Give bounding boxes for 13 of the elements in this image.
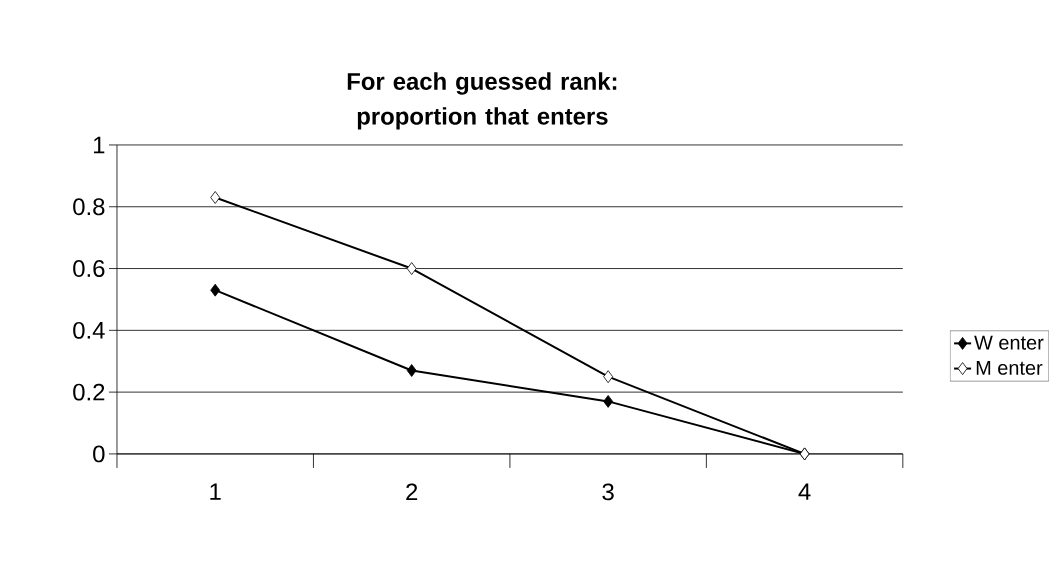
y-tick-label: 0.2 [73, 383, 105, 401]
y-tick-label: 0.6 [73, 260, 105, 278]
x-tick-label: 4 [798, 483, 811, 500]
x-tick-label: 1 [210, 483, 221, 500]
x-tick-label: 2 [406, 483, 418, 501]
y-tick-label: 0 [93, 445, 105, 463]
y-tick-label: 0.8 [73, 198, 105, 216]
y-tick-label: 1 [93, 136, 105, 154]
legend-label: W enter [974, 335, 1044, 350]
chart-title: For each guessed rank: proportion that enters [347, 72, 617, 130]
x-tick-label: 3 [602, 483, 614, 501]
legend-label: M enter [976, 361, 1043, 375]
y-tick-label: 0.4 [73, 321, 105, 339]
